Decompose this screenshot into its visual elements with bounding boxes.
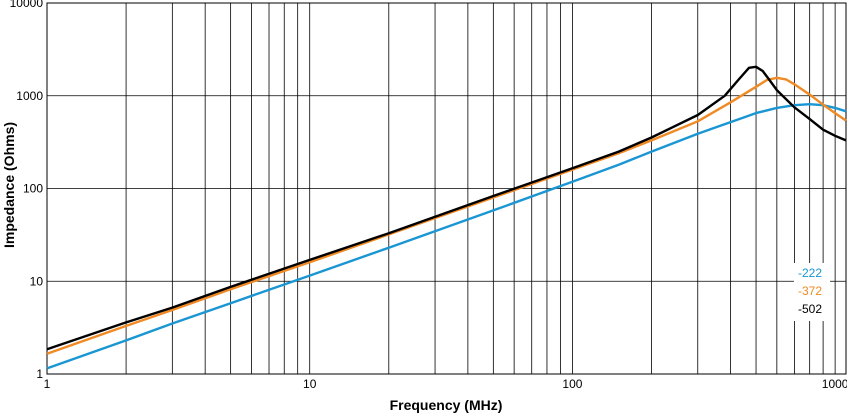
legend-entry: -502 [798,302,822,316]
plot-frame [46,2,847,375]
y-tick-label: 1000 [16,89,43,103]
y-axis-title: Impedance (Ohms) [1,122,17,248]
legend-entry: -222 [798,266,822,280]
y-tick-label: 100 [23,182,43,196]
y-tick-label: 1 [36,367,43,381]
y-tick-labels: 1 10 100 1000 10000 [10,0,44,381]
legend-entry: -372 [798,284,822,298]
x-axis-title: Frequency (MHz) [390,397,503,413]
grid [47,3,846,374]
series-line-1 [46,103,847,370]
series-line-2 [46,76,847,355]
x-tick-label: 10 [303,377,317,391]
x-tick-labels: 1 10 100 1000 [44,377,847,391]
series-layer [46,65,847,370]
legend: -222 -372 -502 [794,263,830,321]
y-tick-label: 10 [30,274,44,288]
x-tick-label: 100 [562,377,582,391]
series-line-3 [46,65,847,351]
x-tick-label: 1000 [822,377,847,391]
x-tick-label: 1 [44,377,51,391]
legend-background [794,263,830,321]
y-tick-label: 10000 [10,0,44,10]
